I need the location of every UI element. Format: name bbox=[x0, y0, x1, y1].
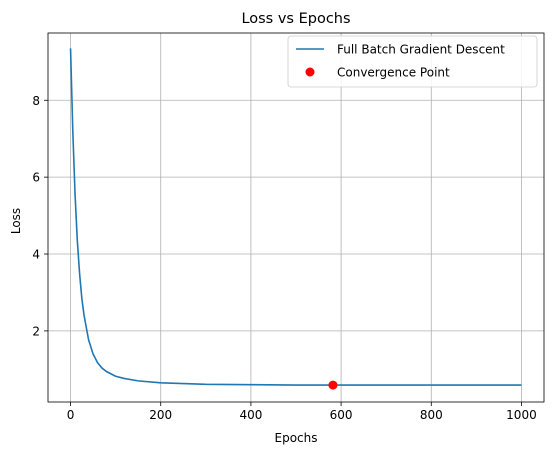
y-tick-label: 4 bbox=[32, 248, 40, 262]
grid bbox=[48, 33, 544, 402]
plot-frame bbox=[47, 32, 545, 403]
x-tick-label: 600 bbox=[330, 408, 353, 422]
y-tick-label: 8 bbox=[32, 94, 40, 108]
y-tick-label: 6 bbox=[32, 171, 40, 185]
legend-label-line: Full Batch Gradient Descent bbox=[337, 43, 505, 57]
x-tick-label: 0 bbox=[67, 408, 75, 422]
legend-label-point: Convergence Point bbox=[337, 66, 450, 80]
axis-ticks: 0 200 400 600 800 1000 2 4 6 8 bbox=[32, 94, 536, 422]
convergence-point bbox=[328, 380, 338, 390]
x-tick-label: 800 bbox=[420, 408, 443, 422]
x-axis-label: Epochs bbox=[275, 431, 318, 445]
legend-point-swatch bbox=[305, 67, 315, 77]
legend-box bbox=[287, 35, 538, 88]
loss-curve bbox=[69, 48, 522, 386]
x-tick-label: 200 bbox=[149, 408, 172, 422]
legend: Full Batch Gradient Descent Convergence … bbox=[287, 35, 538, 88]
y-tick-label: 2 bbox=[32, 324, 40, 338]
x-tick-label: 1000 bbox=[506, 408, 537, 422]
x-tick-label: 400 bbox=[239, 408, 262, 422]
plot-series bbox=[69, 48, 522, 390]
y-axis-label: Loss bbox=[9, 208, 23, 234]
chart-title: Loss vs Epochs bbox=[241, 11, 350, 27]
